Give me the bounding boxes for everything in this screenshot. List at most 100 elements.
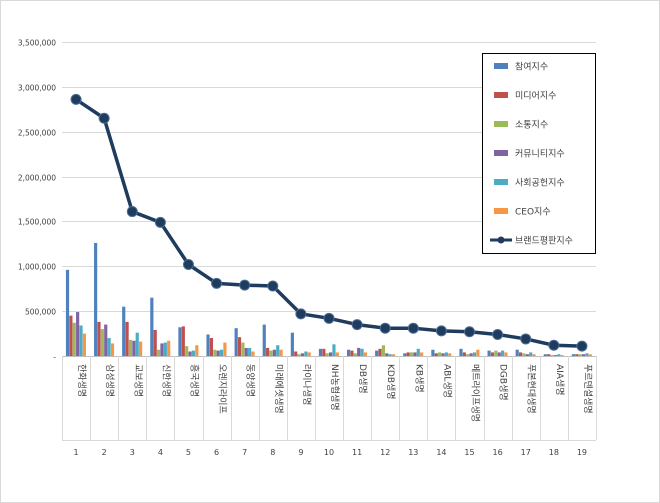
legend-swatch (494, 121, 508, 127)
bar (110, 343, 115, 356)
x-category-label: KB생명 (413, 364, 424, 393)
x-category-label: 동양생명 (245, 364, 256, 397)
bar (515, 349, 519, 356)
bar (300, 353, 305, 356)
bar (522, 353, 526, 356)
line-point (548, 339, 560, 351)
bar (167, 340, 171, 356)
bar (438, 352, 442, 356)
bar (444, 352, 448, 356)
bar (346, 349, 351, 356)
bar (157, 349, 161, 356)
x-rank-label: 9 (298, 448, 303, 457)
bar (497, 352, 501, 356)
bar (297, 354, 301, 356)
bar (588, 354, 592, 356)
bar (504, 352, 508, 356)
bar (219, 349, 224, 356)
bar (448, 353, 452, 356)
x-category-label: 푸본현대생명 (526, 364, 537, 414)
line-point (520, 333, 532, 345)
bar (472, 352, 477, 356)
line-point (70, 93, 82, 105)
bar (360, 348, 364, 356)
line-point (576, 340, 588, 352)
x-rank-label: 11 (352, 448, 362, 457)
bar (97, 321, 101, 356)
x-rank-label: 16 (493, 448, 503, 457)
x-category-label: DGB생명 (498, 364, 509, 401)
bar (185, 346, 189, 356)
x-rank-label: 2 (102, 448, 107, 457)
x-category-label: 흥국생명 (188, 364, 200, 397)
x-rank-label: 19 (577, 448, 587, 457)
legend-label: 브랜드평판지수 (515, 236, 573, 247)
line-point (407, 322, 419, 334)
line-point (126, 206, 138, 218)
y-tick-label: 3,000,000 (18, 84, 56, 93)
bar (79, 325, 83, 356)
bar (494, 350, 498, 356)
bar (307, 352, 311, 356)
x-category-label: 교보생명 (132, 364, 143, 397)
line-point (295, 308, 307, 320)
bar (69, 315, 73, 356)
bars (65, 242, 592, 356)
bar (403, 353, 407, 356)
bar (578, 354, 582, 356)
line-point (435, 325, 447, 337)
bar (269, 350, 273, 356)
x-rank-label: 13 (408, 448, 418, 457)
bar (160, 343, 164, 356)
bar (209, 338, 213, 356)
legend-label: 소통지수 (515, 120, 548, 131)
bar (139, 341, 143, 356)
y-tick-label: 1,000,000 (18, 263, 56, 272)
legend-swatch (494, 208, 508, 214)
x-rank-label: 15 (464, 448, 474, 457)
line-point (323, 312, 335, 324)
x-category-label: 삼성생명 (104, 364, 115, 397)
bar (125, 321, 129, 356)
bar (469, 353, 473, 356)
bar (476, 349, 480, 356)
bar (431, 349, 435, 356)
bar (128, 339, 133, 356)
x-axis: 한화생명 1 삼성생명 2 교보생명 3 신한생명 4 흥국생명 5 오렌지라이프 6 동양생명 7 미래에… (62, 356, 597, 457)
bar (290, 332, 294, 356)
y-tick-label: 1,500,000 (18, 218, 56, 227)
bar (388, 354, 392, 356)
bar (350, 350, 354, 356)
x-category-label: NH농협생명 (329, 364, 341, 411)
bar (325, 353, 329, 356)
x-category-label: 오렌지라이프 (217, 364, 228, 414)
bar (65, 269, 70, 356)
bar (434, 353, 438, 356)
bar (304, 351, 308, 356)
bar (318, 348, 323, 356)
line-point (182, 258, 194, 270)
bar (585, 353, 589, 356)
bar (213, 349, 217, 356)
line-point (464, 326, 476, 338)
line-point (239, 279, 251, 291)
x-rank-label: 10 (324, 448, 334, 457)
x-rank-label: 4 (158, 448, 163, 457)
x-rank-label: 8 (270, 448, 275, 457)
bar (553, 355, 558, 356)
y-tick-label: 3,500,000 (18, 39, 56, 48)
bar (459, 348, 463, 356)
bar (262, 324, 266, 356)
bar (223, 342, 227, 356)
bar (501, 350, 505, 356)
bar (413, 352, 417, 356)
bar (357, 347, 361, 356)
bar (72, 322, 76, 356)
line-point (492, 328, 504, 340)
x-category-label: 푸르덴셜생명 (582, 364, 593, 414)
bar (104, 324, 108, 356)
bar (178, 327, 182, 356)
bar (487, 350, 491, 356)
bar (294, 351, 298, 356)
bar (76, 312, 80, 356)
